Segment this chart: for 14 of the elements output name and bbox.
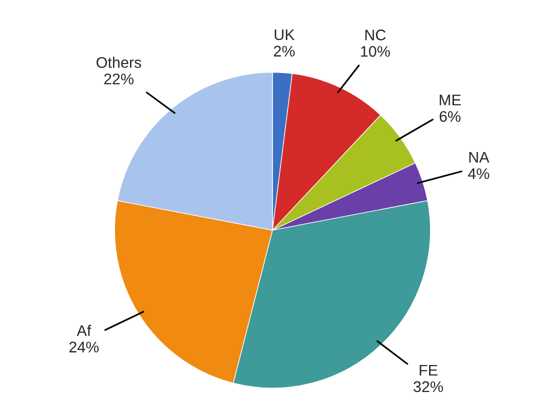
slice-label: Others — [96, 56, 142, 68]
slice-label: NA — [469, 152, 490, 162]
data-label: 6% — [440, 111, 460, 122]
data-label: 24% — [69, 342, 99, 352]
data-label: 2% — [274, 46, 295, 57]
data-label: 4% — [468, 168, 490, 180]
slice-label: NC — [365, 30, 386, 40]
data-label: 22% — [104, 74, 134, 84]
data-label: 32% — [414, 381, 444, 392]
slice-label: FE — [420, 364, 438, 376]
slice-label: ME — [440, 94, 461, 106]
slice-label: Af — [76, 324, 92, 336]
slice-label: UK — [274, 29, 295, 40]
data-label: 10% — [361, 46, 390, 57]
